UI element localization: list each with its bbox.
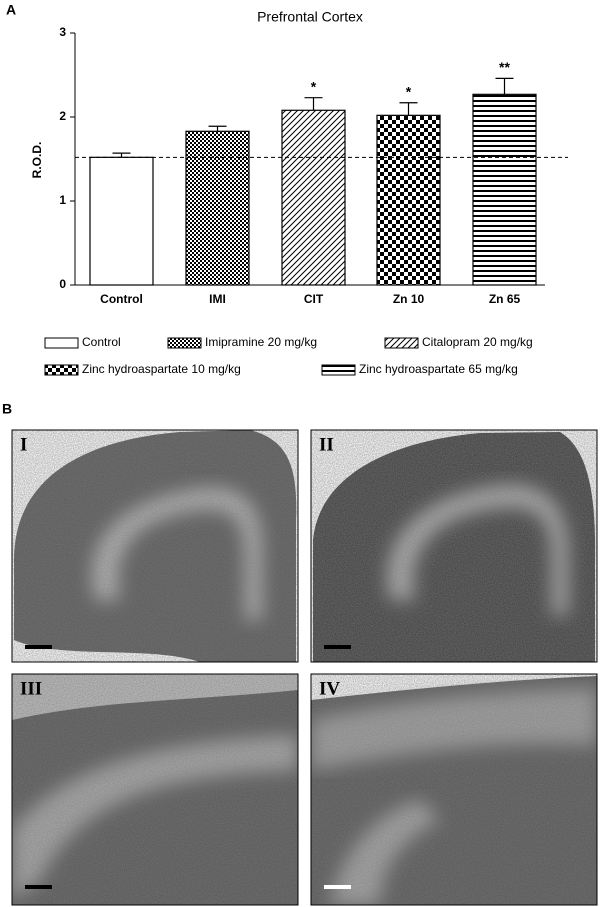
error-bar <box>112 152 131 158</box>
x-tick-label: CIT <box>304 292 324 306</box>
x-tick-label: Zn 10 <box>393 292 425 306</box>
bar <box>281 109 346 286</box>
micrograph-label: III <box>20 678 42 699</box>
micrograph <box>311 674 597 905</box>
bar <box>472 93 537 286</box>
legend-swatch <box>44 337 79 349</box>
significance: * <box>406 83 412 99</box>
significance: ** <box>499 59 510 75</box>
micrograph-frame <box>310 429 598 663</box>
bar <box>185 130 250 286</box>
error-bar <box>304 97 323 111</box>
error-bar <box>399 102 418 116</box>
y-axis-label: R.O.D. <box>30 142 44 179</box>
bar <box>376 114 441 286</box>
significance: * <box>311 78 317 94</box>
error-bar <box>208 125 227 132</box>
micrograph-label: IV <box>319 678 340 699</box>
micrograph-frame <box>11 429 299 663</box>
error-bar <box>495 77 514 95</box>
legend-label: Citalopram 20 mg/kg <box>422 335 533 349</box>
panel-label: A <box>6 2 16 18</box>
micrograph-label: II <box>319 434 334 455</box>
y-tick-label: 3 <box>59 25 66 39</box>
micrograph-label: I <box>20 434 27 455</box>
legend-swatch <box>167 337 202 349</box>
x-tick-label: Zn 65 <box>489 292 521 306</box>
panel-label: B <box>2 401 12 417</box>
legend-label: Imipramine 20 mg/kg <box>205 335 317 349</box>
chart-title: Prefrontal Cortex <box>257 9 363 25</box>
legend-label: Control <box>82 335 121 349</box>
y-tick-label: 0 <box>59 277 66 291</box>
x-tick-label: Control <box>100 292 143 306</box>
micrograph-frame <box>310 673 598 906</box>
micrograph-frame <box>11 673 299 906</box>
y-tick-label: 2 <box>59 109 66 123</box>
legend-label: Zinc hydroaspartate 65 mg/kg <box>359 362 518 376</box>
y-tick-label: 1 <box>59 193 66 207</box>
legend-swatch <box>384 337 419 349</box>
legend-label: Zinc hydroaspartate 10 mg/kg <box>82 362 241 376</box>
micrograph <box>311 430 597 662</box>
legend-swatch <box>321 364 356 376</box>
x-tick-label: IMI <box>209 292 226 306</box>
bar <box>89 156 154 286</box>
micrograph <box>12 430 298 662</box>
micrograph <box>12 674 298 905</box>
legend-swatch <box>44 364 79 376</box>
